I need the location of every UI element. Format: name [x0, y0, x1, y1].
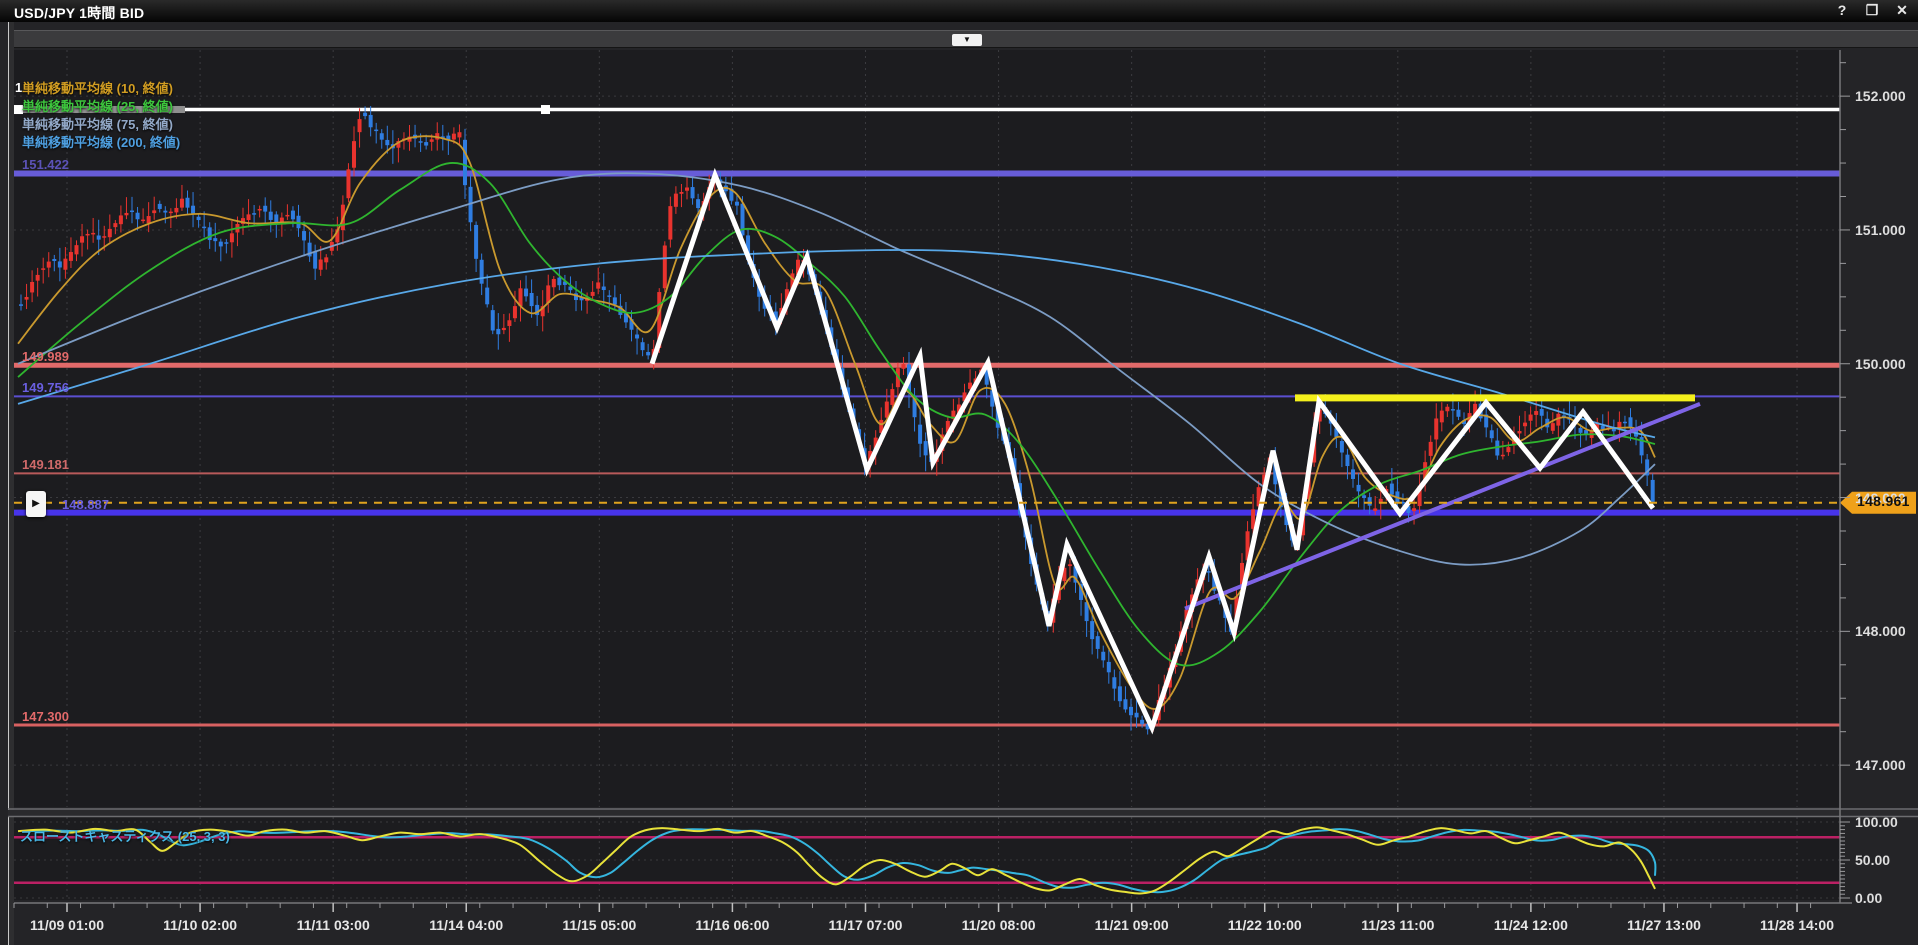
window-left-border — [8, 22, 9, 945]
price-line-label-149.181: 149.181 — [22, 457, 69, 473]
price-line-label-149.989: 149.989 — [22, 349, 69, 365]
x-axis-label: 11/17 07:00 — [828, 917, 903, 933]
x-axis-label: 11/22 10:00 — [1227, 917, 1302, 933]
title-bar: USD/JPY 1時間 BID ? ❐ ✕ — [0, 0, 1918, 22]
collapse-toolbar-button[interactable]: ▼ — [952, 34, 982, 46]
ma75-line[interactable] — [17, 172, 1656, 566]
legend-prefix: 1 — [15, 80, 23, 95]
current-price-tag-shape — [1840, 491, 1916, 514]
price-line-label-149.756: 149.756 — [22, 380, 69, 396]
x-axis-label: 11/21 09:00 — [1094, 917, 1169, 933]
x-axis-label: 11/09 01:00 — [30, 917, 104, 933]
panel-splitter-body[interactable] — [8, 810, 1918, 816]
hline-handle[interactable] — [14, 105, 23, 115]
price-line-label-147.300: 147.300 — [22, 709, 69, 724]
hline-handle[interactable] — [541, 105, 550, 115]
x-axis-label: 11/10 02:00 — [163, 917, 238, 933]
top-strip: ▼ — [8, 30, 1918, 48]
left-gutter — [9, 22, 14, 945]
y-axis-label: 147.000 — [1855, 757, 1906, 774]
legend-ma25: 単純移動平均線 (25, 終値) — [22, 99, 173, 114]
chevron-right-icon: ▶ — [32, 498, 40, 509]
legend-ma200: 単純移動平均線 (200, 終値) — [22, 135, 181, 150]
stoch-d-line[interactable] — [25, 828, 1657, 894]
x-axis-label: 11/28 14:00 — [1760, 917, 1835, 933]
ma200-line[interactable] — [17, 249, 1656, 439]
x-axis-label: 11/24 12:00 — [1493, 917, 1568, 933]
close-button[interactable]: ✕ — [1896, 2, 1908, 18]
maximize-button[interactable]: ❐ — [1865, 2, 1879, 18]
trendline-drawing[interactable] — [1184, 402, 1701, 611]
x-axis-label: 11/11 03:00 — [296, 917, 370, 933]
legend-ma75: 単純移動平均線 (75, 終値) — [22, 117, 173, 132]
panel-expand-button[interactable]: ▶ — [26, 491, 46, 517]
x-axis-label: 11/27 13:00 — [1626, 917, 1701, 933]
x-axis-label: 11/20 08:00 — [961, 917, 1036, 933]
y-axis-label: 152.000 — [1855, 88, 1906, 105]
x-axis-label: 11/16 06:00 — [695, 917, 770, 933]
stoch-axis-label: 100.00 — [1855, 814, 1898, 830]
legend-ma10: 単純移動平均線 (10, 終値) — [22, 81, 173, 96]
x-axis-label: 11/14 04:00 — [429, 917, 504, 933]
stoch-axis-label: 0.00 — [1855, 890, 1883, 906]
ma25-line[interactable] — [17, 162, 1656, 667]
window-title: USD/JPY 1時間 BID — [14, 5, 145, 21]
current-price-tag: 148.961 — [1857, 493, 1910, 509]
help-button[interactable]: ? — [1837, 2, 1847, 18]
x-axis-label: 11/23 11:00 — [1361, 917, 1435, 933]
price-line-label-151.422: 151.422 — [22, 157, 69, 173]
y-axis-label: 150.000 — [1855, 355, 1906, 372]
x-axis-label: 11/15 05:00 — [562, 917, 637, 933]
stochastic-indicator-label: スローストキャスティクス (25, 3, 3) — [20, 829, 230, 844]
zigzag-drawing[interactable] — [649, 167, 1656, 735]
y-axis-label: 151.000 — [1855, 221, 1906, 238]
stoch-axis-label: 50.00 — [1855, 852, 1891, 868]
chevron-down-icon: ▼ — [963, 35, 971, 44]
y-axis-label: 148.000 — [1855, 623, 1906, 640]
y-axis-label: 149.000 — [1855, 489, 1906, 506]
stoch-k-line[interactable] — [17, 826, 1656, 895]
price-line-label-148.887: 148.887 — [62, 496, 109, 512]
window-controls: ? ❐ ✕ — [1834, 2, 1910, 19]
